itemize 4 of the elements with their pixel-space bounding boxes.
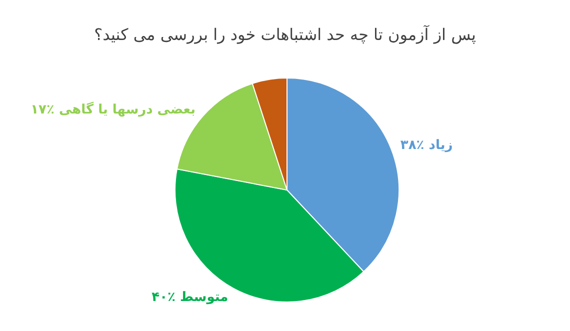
slice-label: زیاد ٪۳۸ (400, 138, 453, 154)
chart-title: پس از آزمون تا چه حد اشتباهات خود را بررسی می کنید؟ (94, 24, 476, 44)
slice-label: بعضی درسها یا گاهی ٪۱۷ (30, 101, 196, 118)
slice-label: متوسط ٪۴۰ (152, 290, 228, 305)
